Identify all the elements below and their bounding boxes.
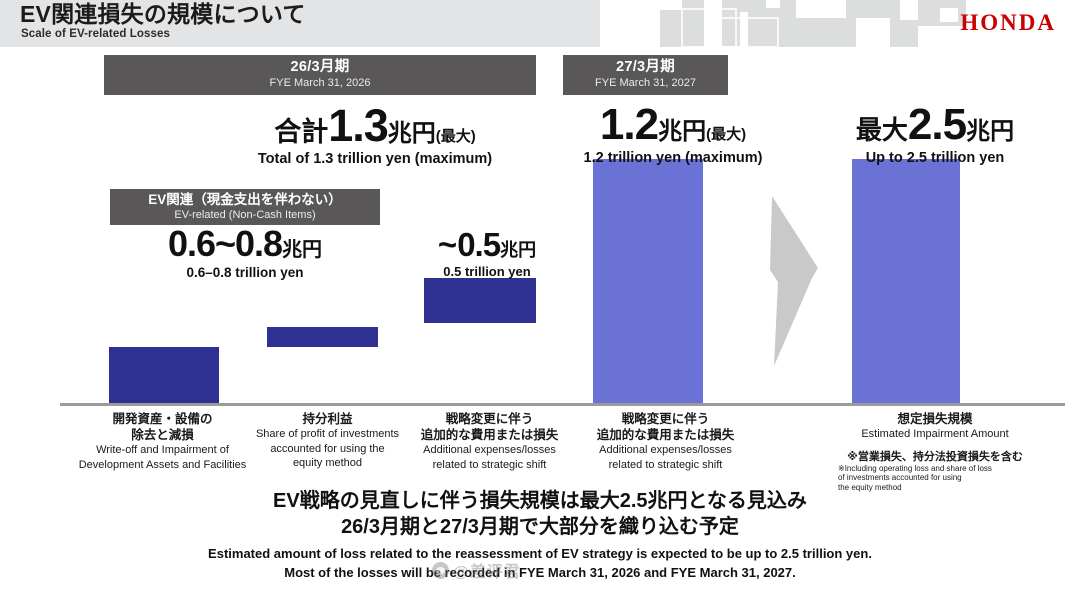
value-total-fy2026: 合計1.3兆円(最大) Total of 1.3 trillion yen (m… <box>180 103 570 167</box>
category-label-strategic-fy26: 戦略変更に伴う 追加的な費用または損失 Additional expenses/… <box>402 411 577 472</box>
category-label-writeoff: 開発資産・設備の 除去と減損 Write-off and Impairment … <box>75 411 250 472</box>
value-total-fy2026-prefix: 合計 <box>274 117 329 147</box>
summary-japanese: EV戦略の見直しに伴う損失規模は最大2.5兆円となる見込み 26/3月期と27/… <box>0 488 1080 540</box>
value-noncash-range-number: 0.6~0.8 <box>167 223 283 264</box>
page-subtitle: Scale of EV-related Losses <box>21 28 170 40</box>
category-label-strategic-fy27-ja2: 追加的な費用または損失 <box>596 428 735 442</box>
value-grand-total-ja: 最大2.5兆円 <box>795 103 1075 147</box>
arrow-right-icon <box>770 196 818 366</box>
value-total-fy2026-en: Total of 1.3 trillion yen (maximum) <box>257 151 493 167</box>
category-note-ja: ※営業損失、持分法投資損失を含む <box>847 450 1023 463</box>
category-label-equity-profit-en3: equity method <box>292 457 363 469</box>
value-total-fy2026-unit: 兆円 <box>387 120 436 147</box>
summary-english: Estimated amount of loss related to the … <box>0 544 1080 582</box>
category-label-strategic-fy27: 戦略変更に伴う 追加的な費用または損失 Additional expenses/… <box>578 411 753 472</box>
category-note-en1: ※Including operating loss and share of l… <box>838 463 992 473</box>
category-note-en3: the equity method <box>838 482 902 492</box>
bar-writeoff-impairment <box>109 347 219 404</box>
category-label-writeoff-en1: Write-off and Impairment of <box>96 444 229 456</box>
category-label-strategic-fy26-ja1: 戦略変更に伴う <box>445 412 534 426</box>
value-noncash-range-en: 0.6–0.8 trillion yen <box>186 265 304 280</box>
value-total-fy2027-unit: 兆円 <box>658 118 707 145</box>
honda-logo: HONDA <box>960 10 1056 35</box>
value-total-fy2027-en: 1.2 trillion yen (maximum) <box>583 150 763 166</box>
period-banner-fy2027: 27/3月期 FYE March 31, 2027 <box>563 55 728 95</box>
value-total-fy2027-ja: 1.2兆円(最大) <box>543 103 803 147</box>
value-total-fy2027: 1.2兆円(最大) 1.2 trillion yen (maximum) <box>543 103 803 167</box>
category-label-strategic-fy27-en2: related to strategic shift <box>608 458 723 471</box>
value-noncash-range: 0.6~0.8兆円 0.6–0.8 trillion yen <box>110 226 380 281</box>
value-grand-total-prefix: 最大 <box>855 115 908 145</box>
category-label-writeoff-ja1: 開発資産・設備の <box>112 412 213 426</box>
summary-en-line2: Most of the losses will be recorded in F… <box>284 565 796 580</box>
header-decoration <box>600 0 1080 47</box>
value-noncash-range-ja: 0.6~0.8兆円 <box>110 226 380 262</box>
banner-ev-noncash-en: EV-related (Non-Cash Items) <box>174 209 316 221</box>
category-label-strategic-fy27-ja1: 戦略変更に伴う <box>621 412 710 426</box>
page-title: EV関連損失の規模について <box>20 1 306 27</box>
category-label-estimated-impairment: 想定損失規模 Estimated Impairment Amount ※営業損失… <box>800 411 1070 492</box>
value-total-fy2026-number: 1.3 <box>328 100 389 151</box>
value-grand-total: 最大2.5兆円 Up to 2.5 trillion yen <box>795 103 1075 167</box>
category-label-strategic-fy27-en1: Additional expenses/losses <box>599 444 732 456</box>
summary-en-line1: Estimated amount of loss related to the … <box>208 546 872 561</box>
period-banner-fy2027-en: FYE March 31, 2027 <box>595 77 696 89</box>
page-header: EV関連損失の規模について Scale of EV-related Losses… <box>0 0 1080 47</box>
value-strategic-fy26: ~0.5兆円 0.5 trillion yen <box>397 228 577 279</box>
value-strategic-fy26-unit: 兆円 <box>500 240 537 260</box>
banner-ev-noncash-ja: EV関連（現金支出を伴わない） <box>148 192 342 207</box>
value-total-fy2027-paren: (最大) <box>706 126 747 143</box>
period-banner-fy2026: 26/3月期 FYE March 31, 2026 <box>104 55 536 95</box>
category-label-equity-profit-en1: Share of profit of investments <box>255 428 400 440</box>
bar-strategic-shift-fy27 <box>593 159 703 404</box>
category-label-strategic-fy26-en2: related to strategic shift <box>432 458 547 471</box>
category-label-writeoff-ja2: 除去と減損 <box>131 428 194 442</box>
bar-equity-method-profit <box>267 327 378 347</box>
value-strategic-fy26-ja: ~0.5兆円 <box>397 228 577 261</box>
value-strategic-fy26-prefix: ~ <box>437 226 458 263</box>
summary-ja-line1: EV戦略の見直しに伴う損失規模は最大2.5兆円となる見込み <box>273 490 807 512</box>
banner-ev-noncash: EV関連（現金支出を伴わない） EV-related (Non-Cash Ite… <box>110 189 380 225</box>
value-grand-total-number: 2.5 <box>907 100 967 149</box>
chart-baseline <box>60 403 1065 406</box>
period-banner-fy2027-ja: 27/3月期 <box>615 59 676 75</box>
category-label-estimated-impairment-ja1: 想定損失規模 <box>897 412 973 426</box>
period-banner-fy2026-en: FYE March 31, 2026 <box>269 77 371 89</box>
value-grand-total-en: Up to 2.5 trillion yen <box>865 150 1005 166</box>
value-total-fy2026-ja: 合計1.3兆円(最大) <box>180 103 570 148</box>
category-label-equity-profit-en2: accounted for using the <box>270 442 385 455</box>
bar-estimated-impairment-total <box>852 159 960 404</box>
category-label-strategic-fy26-en1: Additional expenses/losses <box>423 444 556 456</box>
summary-ja-line2: 26/3月期と27/3月期で大部分を織り込む予定 <box>341 516 739 538</box>
category-label-estimated-impairment-en1: Estimated Impairment Amount <box>861 428 1009 440</box>
bar-strategic-shift-fy26 <box>424 278 536 323</box>
value-total-fy2027-number: 1.2 <box>599 100 659 149</box>
value-total-fy2026-paren: (最大) <box>435 128 476 145</box>
value-grand-total-unit: 兆円 <box>966 118 1015 145</box>
value-strategic-fy26-en: 0.5 trillion yen <box>443 264 531 279</box>
value-noncash-range-unit: 兆円 <box>282 239 323 261</box>
period-banner-fy2026-ja: 26/3月期 <box>290 59 350 75</box>
category-label-strategic-fy26-ja2: 追加的な費用または損失 <box>420 428 559 442</box>
category-label-writeoff-en2: Development Assets and Facilities <box>78 458 247 471</box>
category-label-equity-profit: 持分利益 Share of profit of investments acco… <box>240 411 415 471</box>
category-note-en2: of investments accounted for using <box>838 473 962 482</box>
category-label-equity-profit-ja1: 持分利益 <box>302 412 353 426</box>
value-strategic-fy26-number: 0.5 <box>457 226 501 263</box>
